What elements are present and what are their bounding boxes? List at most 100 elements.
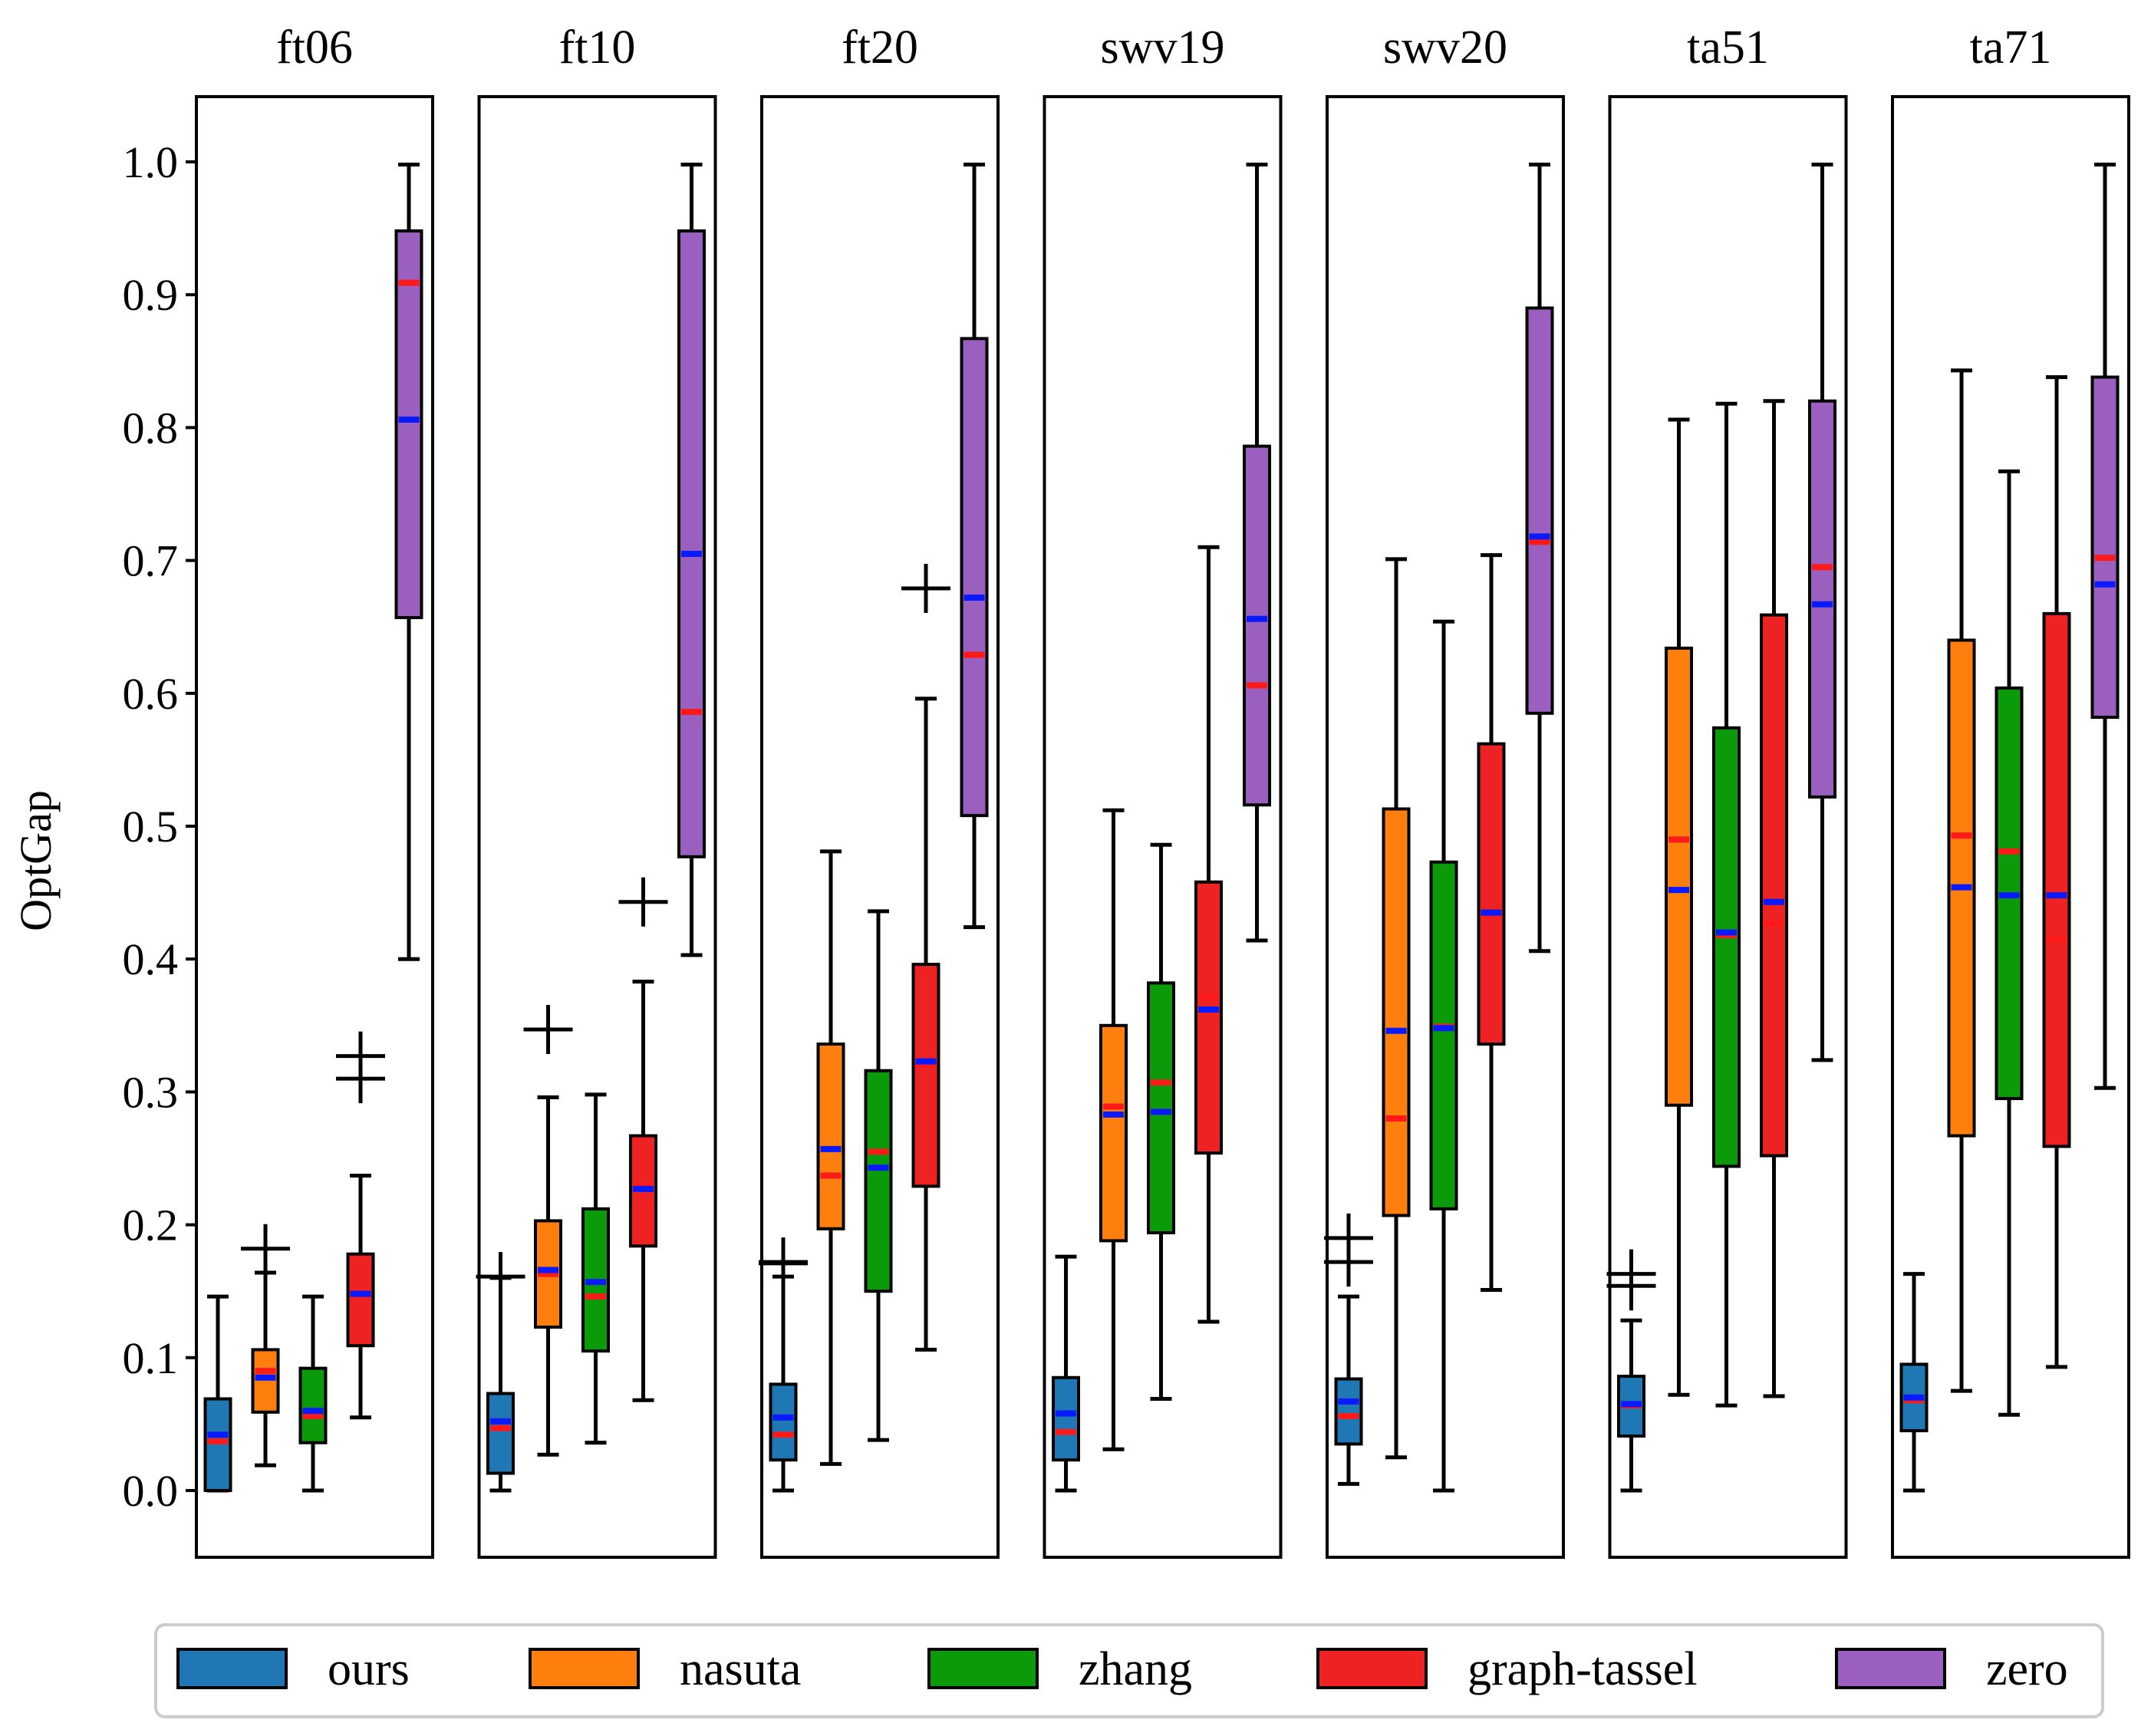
box-ft06-zhang (298, 1294, 328, 1493)
y-axis-label: OptGap (11, 790, 61, 931)
box-body (816, 1043, 845, 1230)
legend: ours nasuta zhang graph-tassel zero (154, 1623, 2104, 1718)
panel-ft20: ft20 (759, 21, 1000, 1559)
box-body (486, 1392, 515, 1475)
box-body (2042, 611, 2071, 1148)
flier-marker (618, 877, 668, 927)
legend-swatch (1835, 1648, 1946, 1689)
panel-ft06: ft06 (195, 21, 434, 1559)
box-body (677, 229, 706, 858)
panel-title: ft20 (842, 21, 918, 74)
box-swv20-nasuta (1382, 557, 1411, 1460)
box-body (960, 337, 989, 818)
box-body (1334, 1377, 1363, 1446)
legend-label: zhang (1079, 1643, 1192, 1695)
box-body (251, 1348, 280, 1414)
y-tick-label: 0.2 (123, 1201, 179, 1250)
flier-marker (523, 1004, 573, 1054)
legend-label: zero (1986, 1643, 2068, 1695)
box-swv19-ours (1052, 1254, 1080, 1493)
y-tick-label: 0.8 (123, 403, 179, 453)
legend-swatch (1316, 1648, 1428, 1689)
panel-title: ta51 (1687, 21, 1769, 74)
flier-marker (759, 1237, 808, 1287)
box-body (1194, 880, 1223, 1155)
box-ft10-zhang (581, 1092, 610, 1445)
legend-item-graph-tassel: graph-tassel (1316, 1643, 1698, 1695)
y-tick-label: 0.0 (123, 1466, 179, 1516)
y-tick-label: 0.6 (123, 669, 179, 719)
box-ft06-graph-tassel (336, 1031, 385, 1420)
panel-frame (760, 95, 1000, 1559)
legend-swatch (529, 1648, 640, 1689)
box-body (1808, 399, 1836, 799)
panel-title: ft06 (276, 21, 353, 74)
box-ft06-nasuta (241, 1224, 290, 1468)
box-swv19-zhang (1147, 842, 1175, 1401)
box-ft20-nasuta (816, 849, 845, 1466)
y-tick-label: 0.1 (123, 1333, 179, 1383)
panel-frame (1608, 95, 1848, 1559)
box-body (864, 1069, 893, 1293)
box-ta51-zero (1808, 162, 1836, 1062)
panel-ft10: ft10 (476, 21, 717, 1559)
box-body (911, 963, 940, 1188)
panel-swv19: swv19 (1043, 21, 1283, 1559)
y-tick-label: 0.7 (123, 536, 179, 586)
y-tick-label: 0.3 (123, 1067, 179, 1117)
box-ft20-zhang (864, 909, 893, 1442)
box-body (1665, 646, 1693, 1107)
box-ta71-ours (1899, 1272, 1929, 1493)
box-body (1760, 613, 1788, 1158)
box-body (346, 1252, 375, 1348)
panel-frame (1043, 95, 1283, 1559)
flier-marker (1606, 1249, 1656, 1299)
legend-frame (154, 1623, 2104, 1718)
flier-marker (336, 1031, 385, 1081)
flier-marker (1324, 1213, 1373, 1263)
box-swv20-ours (1324, 1213, 1373, 1486)
box-body (2090, 375, 2120, 719)
y-tick-label: 0.4 (123, 934, 179, 984)
box-ft20-ours (759, 1237, 808, 1493)
box-ta71-zero (2090, 162, 2120, 1090)
y-axis: 0.0 0.1 0.2 0.3 0.4 0.5 0.6 0.7 0.8 0.9 1.0 (123, 137, 196, 1516)
box-body (769, 1382, 798, 1462)
box-body (1429, 860, 1458, 1211)
box-ft06-ours (203, 1294, 232, 1493)
box-ta51-nasuta (1665, 417, 1693, 1397)
box-ft10-zero (677, 162, 706, 957)
panel-frame (1326, 95, 1565, 1559)
box-swv20-zhang (1429, 619, 1458, 1493)
legend-label: graph-tassel (1467, 1643, 1698, 1695)
box-body (203, 1397, 232, 1492)
legend-item-zero: zero (1835, 1643, 2068, 1695)
panel-frame (1891, 95, 2130, 1559)
legend-item-ours: ours (176, 1643, 410, 1695)
box-ta51-graph-tassel (1760, 399, 1788, 1398)
panel-title: ta71 (1970, 21, 2052, 74)
flier-marker (241, 1224, 290, 1273)
panel-title: swv20 (1383, 21, 1507, 74)
panel-swv20: swv20 (1324, 21, 1565, 1559)
box-ft20-zero (960, 162, 989, 930)
box-ft10-ours (476, 1252, 525, 1493)
box-body (1243, 444, 1271, 807)
box-ta71-nasuta (1947, 368, 1976, 1393)
box-body (1477, 742, 1506, 1046)
box-body (1099, 1023, 1128, 1243)
box-ta51-zhang (1712, 401, 1741, 1408)
box-body (298, 1366, 328, 1444)
legend-item-nasuta: nasuta (529, 1643, 801, 1695)
box-ft06-zero (394, 162, 423, 961)
box-ft10-nasuta (523, 1004, 573, 1457)
panel-ta51: ta51 (1606, 21, 1848, 1559)
box-swv20-graph-tassel (1477, 553, 1506, 1292)
box-ta71-graph-tassel (2042, 375, 2071, 1369)
flier-marker (901, 563, 950, 613)
box-ft20-graph-tassel (901, 563, 950, 1352)
panel-ta71: ta71 (1891, 21, 2130, 1559)
box-swv19-zero (1243, 162, 1271, 943)
box-swv20-zero (1525, 162, 1554, 954)
